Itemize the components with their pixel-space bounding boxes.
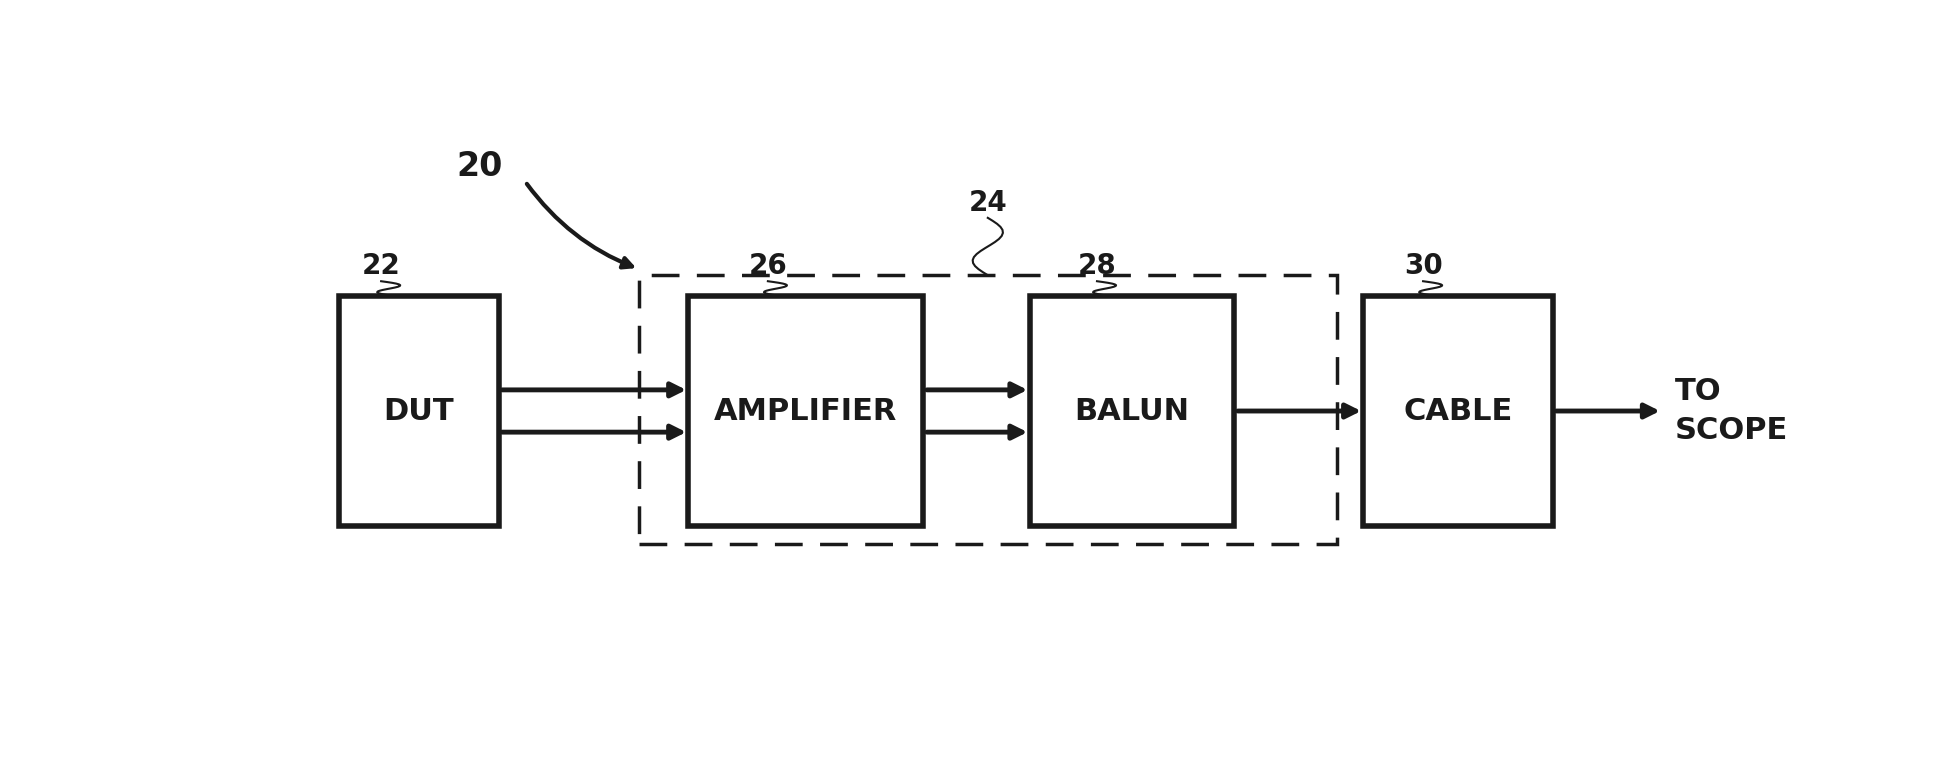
- Text: 28: 28: [1078, 252, 1115, 280]
- Text: TO
SCOPE: TO SCOPE: [1675, 377, 1789, 445]
- Text: BALUN: BALUN: [1074, 397, 1190, 426]
- Text: AMPLIFIER: AMPLIFIER: [714, 397, 898, 426]
- Text: 22: 22: [362, 252, 401, 280]
- Bar: [1364, 296, 1552, 526]
- Bar: [1029, 296, 1235, 526]
- Bar: [339, 296, 499, 526]
- Text: 26: 26: [748, 252, 787, 280]
- Bar: [689, 296, 924, 526]
- Text: 20: 20: [456, 150, 503, 183]
- Text: 24: 24: [969, 189, 1008, 216]
- Bar: [640, 275, 1337, 544]
- Text: DUT: DUT: [384, 397, 454, 426]
- Text: 30: 30: [1403, 252, 1442, 280]
- Text: CABLE: CABLE: [1403, 397, 1513, 426]
